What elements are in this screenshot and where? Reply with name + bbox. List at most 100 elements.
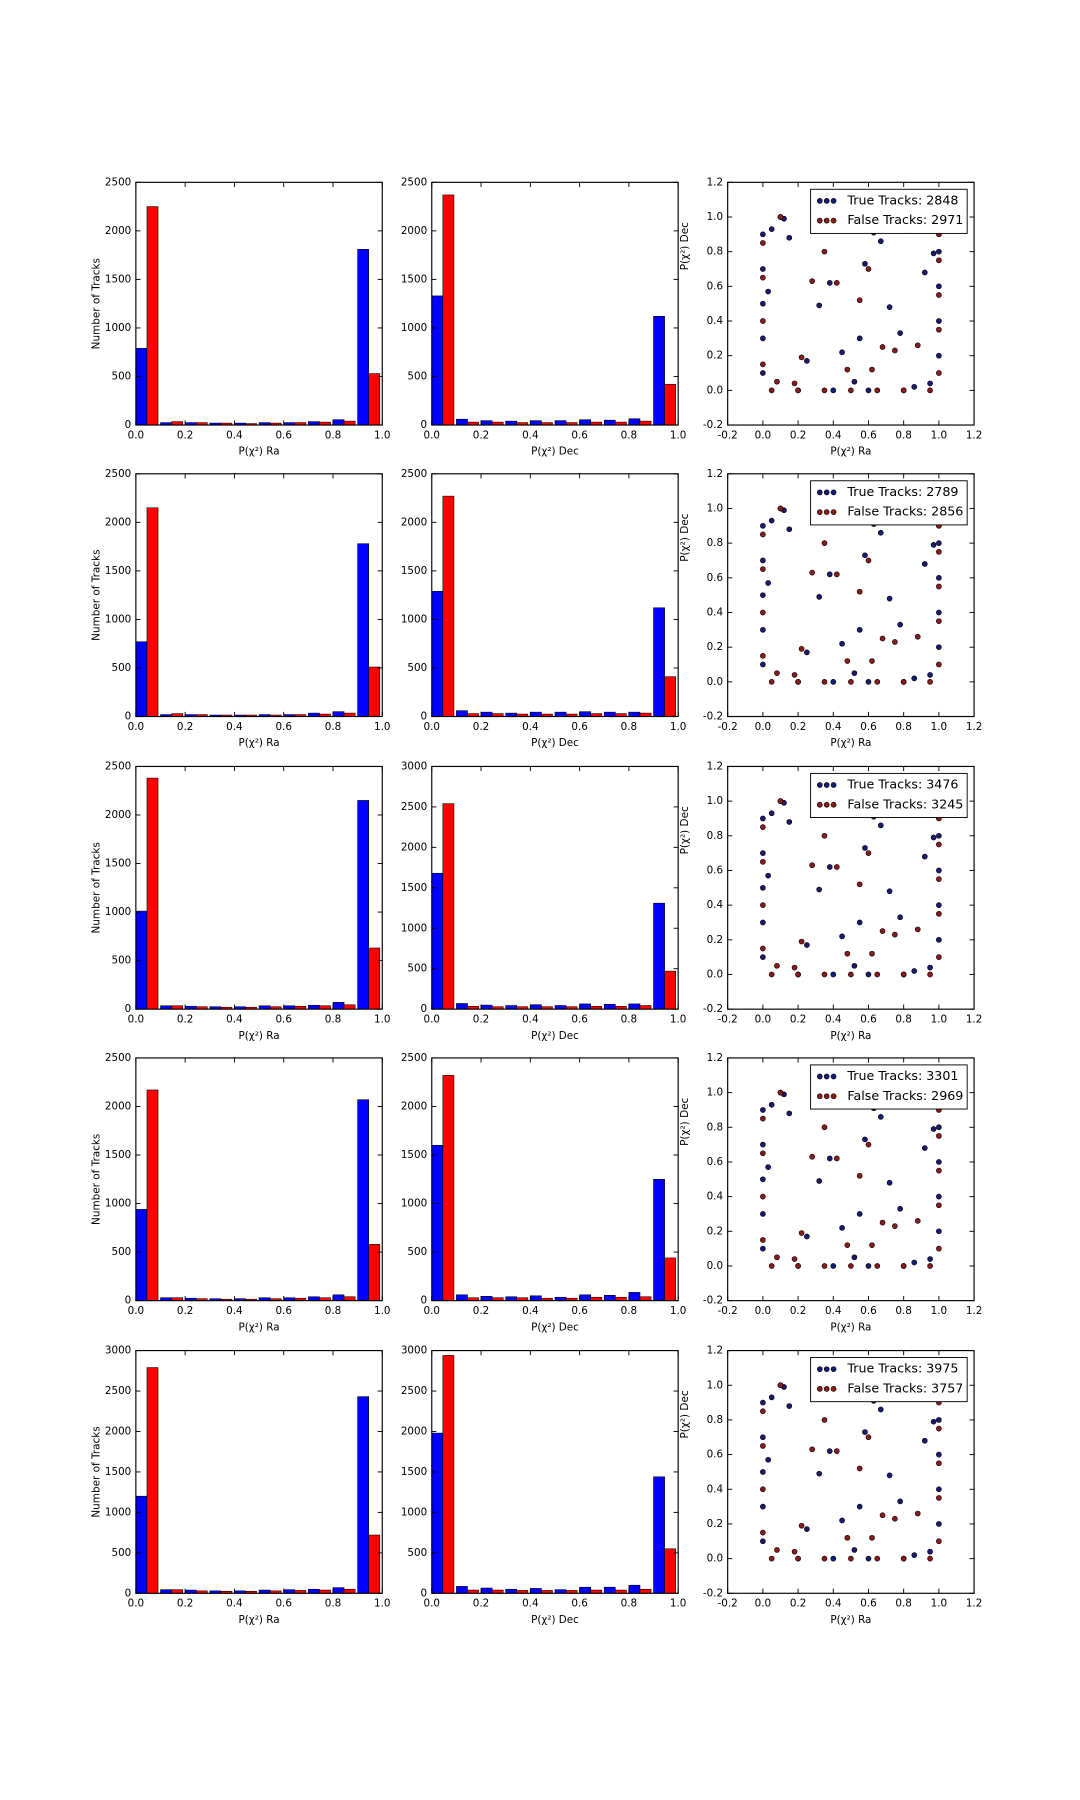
y-tick-label: 0 [125,710,132,722]
legend-label: True Tracks: 3476 [846,776,958,791]
point [760,557,766,564]
y-tick-label: 1000 [105,613,131,625]
legend-marker [830,198,837,204]
legend-marker [823,1093,830,1100]
y-tick-label: 0.4 [707,315,724,327]
point [809,1446,815,1453]
point [865,557,872,564]
point [768,810,775,817]
x-tick-label: 0.0 [424,1014,440,1026]
point [865,971,872,978]
x-tick-label: 0.6 [275,1305,291,1317]
y-tick-label: 1500 [401,1149,427,1161]
point [760,1237,766,1243]
bar [639,420,652,426]
point [927,672,933,678]
y-tick-label: 1500 [105,565,131,577]
point [856,919,863,926]
y-tick-label: 500 [111,370,131,382]
x-axis-label: P(χ²) Ra [830,737,871,749]
bar [456,1586,468,1594]
point [830,678,837,685]
point [914,342,921,349]
point [760,1141,766,1148]
x-tick-label: 1.0 [931,429,947,441]
point [865,1434,872,1441]
y-axis-label: P(χ²) Dec [679,1390,691,1438]
point [927,678,933,685]
point [877,822,884,829]
point [914,633,921,640]
y-tick-label: 0.8 [707,830,723,842]
y-tick-label: 0.0 [707,1553,723,1565]
x-tick-label: 0.4 [522,429,539,441]
x-tick-label: 0.8 [621,1598,637,1610]
x-axis-label: P(χ²) Ra [830,1614,871,1626]
y-axis-label: Number of Tracks [91,1134,103,1225]
y-tick-label: 1000 [401,1198,427,1210]
legend-marker [816,198,823,204]
bar [135,641,148,717]
y-tick-label: 500 [407,1246,427,1258]
x-tick-label: 0.6 [571,429,587,441]
y-tick-label: 0 [125,1587,132,1599]
point [936,1228,942,1235]
x-tick-label: 1.2 [966,1305,982,1317]
x-tick-label: 0.6 [275,721,291,733]
point [786,819,793,825]
point [936,1451,942,1458]
point [936,248,942,255]
legend-label: True Tracks: 2848 [846,192,958,207]
y-tick-label: 500 [407,370,427,382]
bar [628,1003,641,1010]
point [936,548,942,555]
point [777,214,784,220]
point [936,1486,942,1493]
y-axis-label: Number of Tracks [91,258,103,349]
x-tick-label: 0.4 [226,1014,243,1026]
point [839,640,845,647]
point [760,902,766,908]
y-tick-label: 1500 [105,1149,131,1161]
legend-marker [830,801,837,808]
legend-marker [816,1366,823,1373]
bar [343,1588,356,1594]
point [936,1159,942,1165]
bar [603,711,616,717]
bar [505,1296,518,1301]
point [927,1555,933,1562]
y-tick-label: 1500 [401,273,427,285]
point [936,618,942,625]
point [936,1245,942,1252]
bar [431,1432,444,1594]
bar [357,1099,369,1301]
legend-label: False Tracks: 2969 [847,1088,963,1103]
point [804,1233,810,1240]
point [777,798,784,804]
point [874,678,881,685]
bar [480,1587,493,1594]
bar [343,1004,356,1010]
bar [653,1179,665,1301]
bar [343,1296,356,1301]
point [927,964,933,971]
bar [146,507,159,717]
legend-box [810,188,968,234]
y-tick-label: -0.2 [703,1587,723,1599]
y-axis-label: Number of Tracks [91,549,103,640]
point [886,1179,893,1186]
x-tick-label: 1.0 [374,1014,390,1026]
bar [442,1075,455,1301]
bar [579,1294,591,1301]
x-tick-label: 0.8 [325,1014,341,1026]
x-tick-label: 0.0 [128,429,144,441]
x-tick-label: 1.2 [966,721,982,733]
bar [505,420,518,426]
bar [368,373,381,426]
point [795,1555,801,1562]
point [777,1382,784,1389]
point [768,1101,775,1108]
point [892,931,898,938]
x-axis-label: P(χ²) Ra [239,1030,280,1042]
point [833,1155,840,1162]
